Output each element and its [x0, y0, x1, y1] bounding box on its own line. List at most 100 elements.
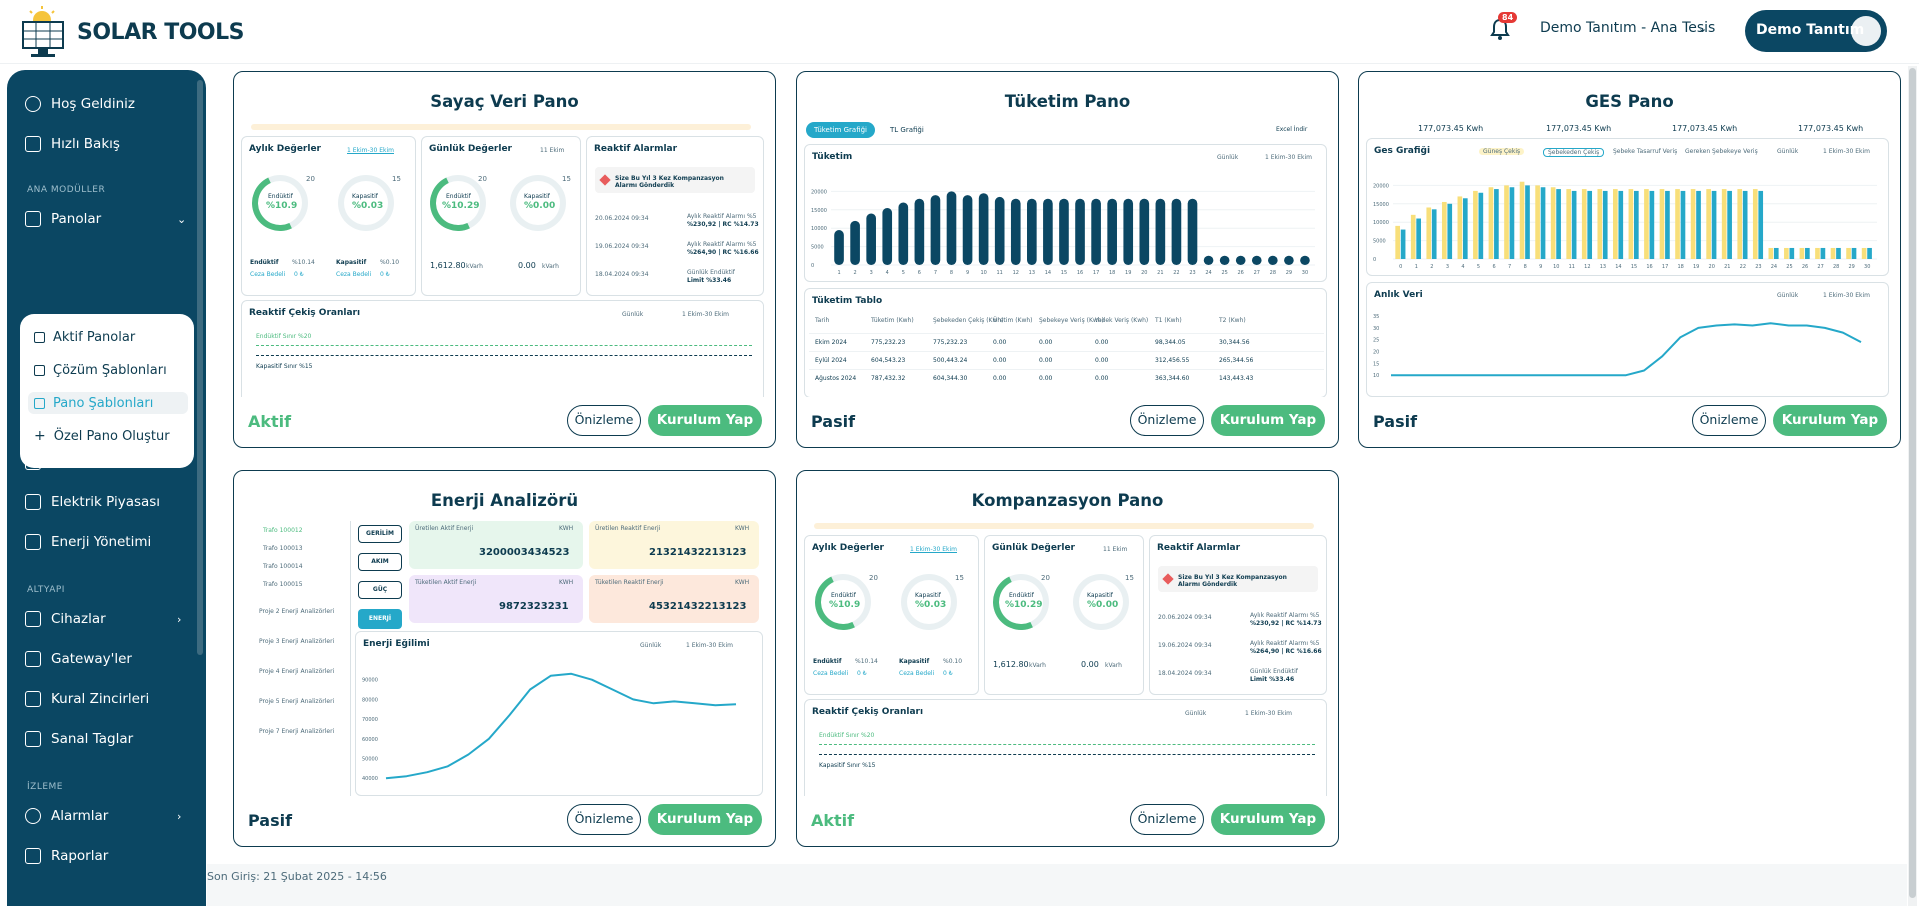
tick-label: 15000: [1373, 202, 1389, 208]
preview-button[interactable]: Önizleme: [567, 405, 641, 436]
tick-label: 13: [1029, 270, 1035, 276]
bar: [1010, 198, 1021, 265]
sidebar-item-reports[interactable]: Raporlar: [25, 844, 108, 868]
table-cell: Ekim 2024: [815, 339, 847, 346]
tick-label: 29: [1848, 264, 1854, 270]
alarm-value: %264,90 | RC %16.66: [1250, 648, 1322, 655]
date-select: 1 Ekim-30 Ekim: [682, 311, 729, 318]
tick-label: 30: [1373, 326, 1379, 332]
alert-icon: [1162, 573, 1174, 585]
energy-label: Üretilen Aktif Enerji: [415, 525, 474, 532]
bar: [1752, 189, 1758, 259]
tick-label: 7: [1508, 264, 1511, 270]
aylik-panel: Aylık Değerler 1 Ekim-30 Ekim 20 15 Endü…: [804, 535, 979, 695]
preview-button[interactable]: Önizleme: [567, 804, 641, 835]
trafo-item: Trafo 100012: [263, 527, 303, 534]
tick-label: 30: [1864, 264, 1870, 270]
chevron-down-icon[interactable]: ⌄: [1698, 22, 1708, 35]
solar-logo-icon: [22, 6, 64, 57]
anlik-panel: Anlık Veri Günlük 1 Ekim-30 Ekim 10 15 20 2…: [1366, 282, 1889, 397]
sidebar-item-tags[interactable]: Sanal Taglar: [25, 727, 133, 751]
period-select: Günlük: [640, 642, 662, 649]
sidebar-item-devices[interactable]: Cihazlar ›: [25, 607, 181, 631]
alarm-date: 18.04.2024 09:34: [595, 271, 649, 278]
tick-label: 22: [1173, 270, 1179, 276]
preview-button[interactable]: Önizleme: [1130, 804, 1204, 835]
preview-button[interactable]: Önizleme: [1692, 405, 1766, 436]
sidebar-item-bills[interactable]: Elektrik Faturaları: [25, 450, 170, 474]
reaktif-alarm-panel: Reaktif Alarmlar Size Bu Yıl 3 Kez Kompa…: [1149, 535, 1327, 695]
table-cell: 312,456.55: [1155, 357, 1190, 364]
sidebar-item-ai[interactable]: Yapay Zeka ›: [25, 410, 181, 434]
tick-label: 8: [1524, 264, 1527, 270]
card-sayac-veri-pano[interactable]: Sayaç Veri Pano Aylık Değerler 1 Ekim-30…: [233, 71, 776, 448]
bar: [1139, 198, 1150, 265]
submenu-item-solution-templates[interactable]: Çözüm Şablonları: [34, 359, 167, 381]
tick-label: 1: [837, 270, 840, 276]
energy-value: 21321432213123: [649, 547, 747, 558]
sidebar-scrollbar[interactable]: [197, 80, 203, 655]
bar: [1711, 190, 1717, 259]
bar: [1830, 247, 1836, 259]
date-select: 1 Ekim-30 Ekim: [1265, 154, 1312, 161]
page-scrollbar[interactable]: [1908, 66, 1917, 906]
gauge-kapasitif: [510, 175, 566, 231]
card-ges-pano[interactable]: GES Pano 177,073.45 Kwh 177,073.45 Kwh 1…: [1358, 71, 1901, 448]
tick-label: 15: [1061, 270, 1067, 276]
panel-title: Reaktif Alarmlar: [1157, 543, 1241, 553]
tick-label: 28: [1270, 270, 1276, 276]
last-login: Son Giriş: 21 Şubat 2025 - 14:56: [207, 870, 387, 883]
tick-label: 50000: [362, 756, 378, 762]
install-button[interactable]: Kurulum Yap: [1211, 804, 1325, 835]
bar: [1400, 229, 1406, 259]
sidebar-item-market[interactable]: Elektrik Piyasası: [25, 490, 160, 514]
type-button: GÜÇ: [358, 581, 402, 599]
section-monitor: İZLEME: [27, 782, 63, 792]
tick-label: 0: [1399, 264, 1402, 270]
install-button[interactable]: Kurulum Yap: [1211, 405, 1325, 436]
tick-label: 9: [966, 270, 969, 276]
gauge-max: 15: [562, 175, 571, 183]
install-button[interactable]: Kurulum Yap: [1773, 405, 1887, 436]
submenu-item-create-panel[interactable]: + Özel Pano Oluştur: [34, 425, 170, 447]
user-menu-button[interactable]: Demo Tanıtım: [1745, 10, 1887, 52]
table-cell: 143,443.43: [1219, 375, 1254, 382]
bar: [914, 198, 925, 265]
table-cell: 0.00: [1095, 357, 1109, 364]
sidebar-item-label: Hoş Geldiniz: [51, 96, 135, 112]
tab-tl-grafigi: TL Grafiği: [890, 126, 924, 134]
sidebar-item-gateways[interactable]: Gateway'ler: [25, 647, 132, 671]
card-kompanzasyon-pano[interactable]: Kompanzasyon Pano Aylık Değerler 1 Ekim-…: [796, 470, 1339, 847]
scrollbar-thumb[interactable]: [1909, 68, 1916, 898]
card-enerji-analizoru[interactable]: Enerji Analizörü Trafo 100012 Trafo 1000…: [233, 470, 776, 847]
install-button[interactable]: Kurulum Yap: [648, 804, 762, 835]
bar: [1649, 190, 1655, 259]
dashboard-icon: [25, 211, 41, 227]
sidebar-item-alarms[interactable]: Alarmlar ›: [25, 804, 181, 828]
bar: [1525, 185, 1530, 259]
tenant-selector[interactable]: Demo Tanıtım - Ana Tesis: [1540, 20, 1716, 36]
limit-line: [819, 744, 1315, 745]
sidebar-item-rules[interactable]: Kural Zincirleri: [25, 687, 149, 711]
sidebar: Hoş Geldiniz Hızlı Bakış ANA MODÜLLER Pa…: [7, 70, 206, 906]
sidebar-item-energy[interactable]: Enerji Yönetimi: [25, 530, 151, 554]
submenu-item-active-panels[interactable]: Aktif Panolar: [34, 326, 135, 348]
gauge-label: Endüktif: [1009, 592, 1034, 599]
anlik-line-chart: 10 15 20 25 30 35: [1373, 314, 1862, 379]
submenu-item-panel-templates[interactable]: Pano Şablonları: [28, 392, 188, 414]
tick-label: 18: [1109, 270, 1115, 276]
card-status: Pasif: [811, 412, 856, 431]
install-button[interactable]: Kurulum Yap: [648, 405, 762, 436]
sidebar-item-welcome[interactable]: Hoş Geldiniz: [25, 92, 135, 116]
card-tuketim-pano[interactable]: Tüketim Pano Tüketim Grafiği TL Grafiği …: [796, 71, 1339, 448]
preview-button[interactable]: Önizleme: [1130, 405, 1204, 436]
energy-label: Tüketilen Aktif Enerji: [415, 579, 477, 586]
bar: [1091, 198, 1101, 265]
sidebar-item-panels[interactable]: Panolar ⌄: [25, 207, 186, 231]
card-title: Enerji Analizörü: [430, 491, 579, 510]
table-cell: 604,543.23: [871, 357, 906, 364]
bar: [1644, 189, 1649, 259]
bar: [1059, 198, 1069, 265]
value: 0 ₺: [857, 670, 867, 677]
sidebar-item-quick[interactable]: Hızlı Bakış: [25, 132, 120, 156]
